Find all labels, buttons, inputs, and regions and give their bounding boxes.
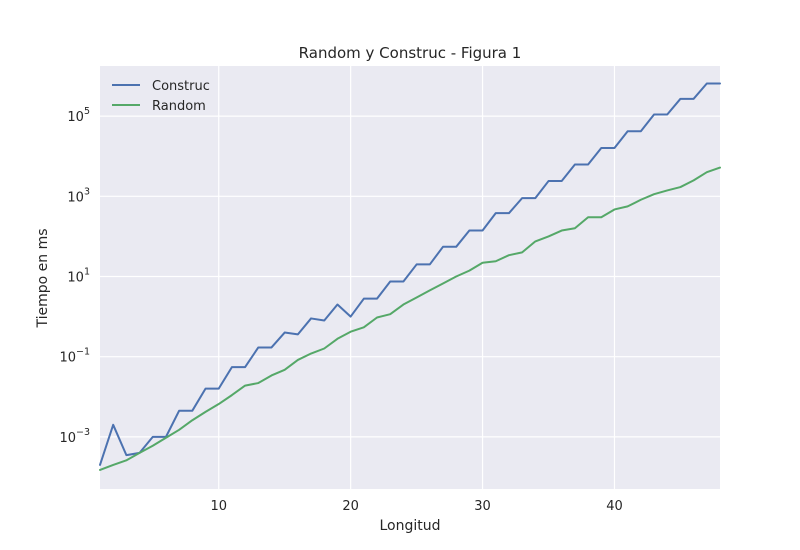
x-tick-label: 10 [210, 499, 227, 514]
series-lines [99, 82, 721, 471]
x-axis-label: Longitud [379, 518, 440, 534]
legend-label-random: Random [152, 99, 206, 114]
y-tick-label: 10−1 [59, 347, 90, 366]
x-tick-label: 20 [342, 499, 359, 514]
plot-area [100, 66, 720, 489]
y-tick-label: 10−3 [59, 427, 90, 446]
legend-label-construc: Construc [152, 79, 210, 94]
y-tick-label: 101 [67, 266, 90, 285]
y-axis-label: Tiempo en ms [35, 228, 51, 328]
tick-labels: 10 20 30 40 10−3 10−1 101 103 105 [59, 106, 622, 514]
grid [100, 66, 720, 489]
x-tick-label: 30 [474, 499, 491, 514]
x-tick-label: 40 [606, 499, 623, 514]
series-line-construc [99, 82, 721, 466]
y-tick-label: 105 [67, 106, 90, 125]
series-line-random [99, 166, 721, 471]
y-tick-label: 103 [67, 186, 90, 205]
chart-title: Random y Construc - Figura 1 [299, 44, 522, 62]
legend: Construc Random [112, 79, 210, 114]
